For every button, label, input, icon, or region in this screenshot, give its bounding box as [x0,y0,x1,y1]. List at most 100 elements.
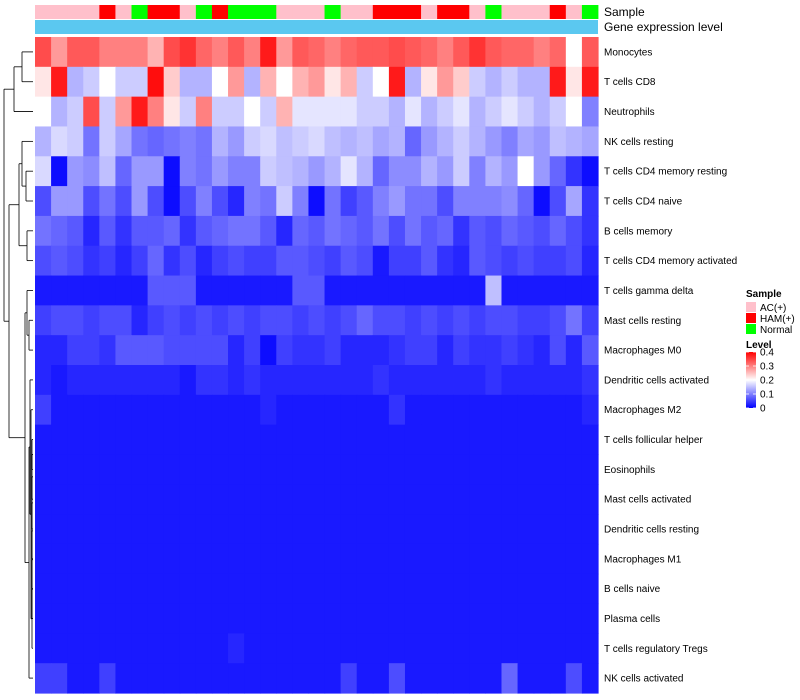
heatmap-cell [308,245,326,277]
heatmap-cell [533,365,551,396]
heatmap-cell [565,126,583,157]
heatmap-cell [469,186,486,217]
heatmap-cell [115,186,133,217]
heatmap-cell [469,514,486,545]
heatmap-cell [356,543,374,575]
heatmap-cell [179,126,197,157]
heatmap-cell [260,275,277,306]
heatmap-cell [340,663,358,694]
heatmap-cell [565,394,583,426]
row-label: Mast cells activated [604,495,691,506]
heatmap-cell [131,663,149,694]
heatmap-cell [324,633,342,664]
heatmap-cell [404,633,422,664]
heatmap-cell [51,305,68,336]
heatmap-cell [308,126,326,157]
heatmap-cell [211,633,229,664]
heatmap-cell [581,126,599,157]
heatmap-cell [453,543,470,575]
heatmap-cell [340,275,358,306]
heatmap-cell [147,573,165,605]
heatmap-cell [147,305,165,336]
heatmap-cell [35,424,52,456]
heatmap-cell [565,305,583,336]
heatmap-cell [308,96,326,128]
heatmap-cell [131,365,149,396]
heatmap-cell [324,454,342,485]
heatmap-cell [115,215,133,247]
sample-track-label: Sample [604,5,645,19]
heatmap-cell [501,245,519,277]
heatmap-cell [421,603,438,634]
row-label: Macrophages M1 [604,554,682,565]
heatmap-cell [421,543,438,575]
heatmap-cell [340,245,358,277]
heatmap-cell [228,186,245,217]
heatmap-cell [356,305,374,336]
heatmap-cell [99,454,117,485]
heatmap-cell [228,633,245,664]
heatmap-cell [340,186,358,217]
heatmap-cell [549,275,567,306]
heatmap-cell [292,156,310,187]
heatmap-cell [581,37,599,68]
sample-track-cell [340,5,358,19]
heatmap-cell [276,603,293,634]
heatmap-cell [195,365,213,396]
heatmap-cell [260,424,277,456]
heatmap-cell [324,365,342,396]
heatmap-cell [581,514,599,545]
heatmap-cell [179,335,197,366]
heatmap-cell [501,454,519,485]
heatmap-cell [51,603,68,634]
heatmap-cell [99,394,117,426]
heatmap-cell [340,603,358,634]
heatmap-cell [388,156,406,187]
heatmap-cell [131,126,149,157]
heatmap-cell [453,156,470,187]
heatmap-cell [292,514,310,545]
heatmap-cell [163,96,181,128]
heatmap-cell [35,186,52,217]
heatmap-cell [565,603,583,634]
heatmap-cell [83,335,100,366]
row-label: Eosinophils [604,465,655,476]
row-label: T cells CD8 [604,77,656,88]
heatmap-cell [581,603,599,634]
heatmap-cell [469,126,486,157]
sample-legend-label: Normal [760,325,792,336]
heatmap-cell [244,543,261,575]
heatmap-cell [163,454,181,485]
heatmap-cell [35,603,52,634]
sample-track-cell [356,5,374,19]
heatmap-cell [195,543,213,575]
heatmap-cell [83,186,100,217]
level-tick-label: 0.3 [760,362,774,373]
heatmap-cell [131,424,149,456]
heatmap-cell [67,305,84,336]
heatmap-cell [565,484,583,515]
heatmap-cell [276,365,293,396]
heatmap-cell [115,424,133,456]
heatmap-cell [244,424,261,456]
heatmap-cell [99,66,117,98]
heatmap-cell [228,245,245,277]
heatmap-cell [581,245,599,277]
row-label: Dendritic cells activated [604,375,709,386]
heatmap-cell [581,156,599,187]
heatmap-cell [83,424,100,456]
heatmap-cell [308,543,326,575]
heatmap-cell [228,156,245,187]
heatmap-cell [35,633,52,664]
heatmap-cell [388,66,406,98]
heatmap-cell [147,186,165,217]
heatmap-cell [437,186,454,217]
heatmap-cell [565,573,583,605]
heatmap-cell [388,37,406,68]
heatmap-cell [147,603,165,634]
sample-track-cell [211,5,229,19]
heatmap-cell [421,335,438,366]
heatmap-cell [437,335,454,366]
heatmap-cell [356,245,374,277]
heatmap-cell [228,394,245,426]
